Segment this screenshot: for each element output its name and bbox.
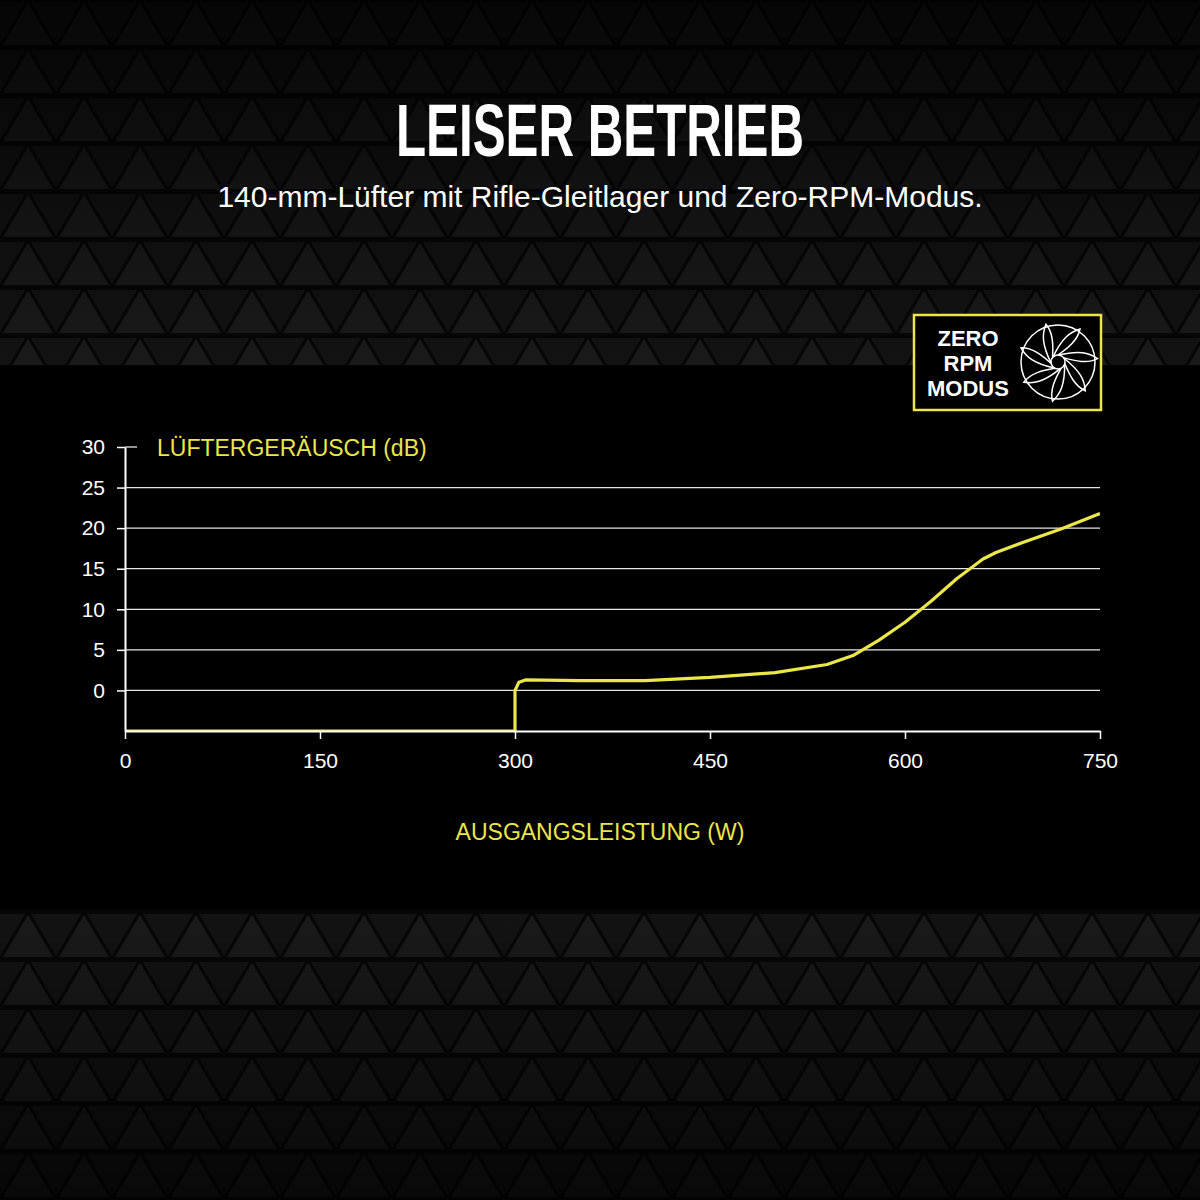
x-axis-line [126,731,1101,733]
x-tick-mark [905,731,907,739]
y-tick: 30 [82,435,125,458]
y-tick: 20 [82,516,125,539]
y-tick-mark [117,650,125,652]
mesh-top [0,0,1200,365]
y-tick-mark [117,609,125,611]
grid-line [125,609,1100,610]
zero-rpm-badge: ZERORPMMODUS [914,315,1101,410]
chart-root: LEISER BETRIEB 140-mm-Lüfter mit Rifle-Gl… [0,0,1200,1200]
y-tick-label: 10 [82,598,105,621]
mesh-top-shade [0,0,1200,365]
x-tick-label: 0 [120,749,132,772]
x-tick-label: 600 [888,749,923,772]
y-tick-label: 25 [82,476,105,499]
y-tick: 25 [82,476,125,499]
y-tick-label: 15 [82,557,105,580]
fan-blade [1029,324,1068,363]
plot-area [125,514,1100,731]
grid-line [125,649,1100,650]
y-tick-label: 20 [82,516,105,539]
y-axis-line [125,448,127,732]
grid-line [125,690,1100,691]
badge-frame [914,315,1101,410]
y-tick: 15 [82,557,125,580]
x-tick-label: 150 [303,749,338,772]
x-tick-label: 750 [1083,749,1118,772]
x-tick-mark [1100,731,1102,739]
fan-blade [1024,357,1060,394]
mesh-bottom-shade [0,910,1200,1200]
fan-icon [1021,324,1098,401]
y-tick-label: 0 [93,679,105,702]
x-tick: 600 [888,731,923,772]
x-tick: 0 [120,731,132,772]
chart-band [0,365,1200,910]
y-tick-mark [117,528,125,530]
grid-line [125,568,1100,569]
grid [125,447,1100,690]
badge-text: MODUS [927,376,1009,401]
background [0,0,1200,1200]
grid-line [125,527,1100,528]
y-axis-title: LÜFTERGERÄUSCH (dB) [157,435,427,461]
y-tick-label: 30 [82,435,105,458]
x-axis: 0 150 300 450 600 750 [120,731,1118,772]
x-axis-title: AUSGANGSLEISTUNG (W) [456,819,745,845]
y-tick-mark [117,690,125,692]
badge-text: ZERO [937,326,998,351]
x-tick-mark [320,731,322,739]
y-tick-label: 5 [93,638,105,661]
x-tick-label: 450 [693,749,728,772]
y-tick-mark [117,447,125,449]
x-tick: 450 [693,731,728,772]
noise-line [125,514,1100,731]
grid-line [125,487,1100,488]
mesh-bottom [0,910,1200,1200]
grid-line [125,446,137,447]
y-tick: 0 [93,679,125,702]
x-tick-mark [515,731,517,739]
x-tick-label: 300 [498,749,533,772]
title: LEISER BETRIEB [396,89,804,172]
x-tick-mark [710,731,712,739]
y-tick-mark [117,568,125,570]
y-tick: 5 [93,638,125,661]
x-tick: 750 [1083,731,1118,772]
x-tick: 150 [303,731,338,772]
y-tick: 10 [82,598,125,621]
y-axis: 0 5 10 15 20 25 30 [82,435,126,731]
badge-text: RPM [944,351,993,376]
x-tick: 300 [498,731,533,772]
subtitle: 140-mm-Lüfter mit Rifle-Gleitlager und Z… [217,180,982,213]
y-tick-mark [117,487,125,489]
x-tick-mark [125,731,127,739]
